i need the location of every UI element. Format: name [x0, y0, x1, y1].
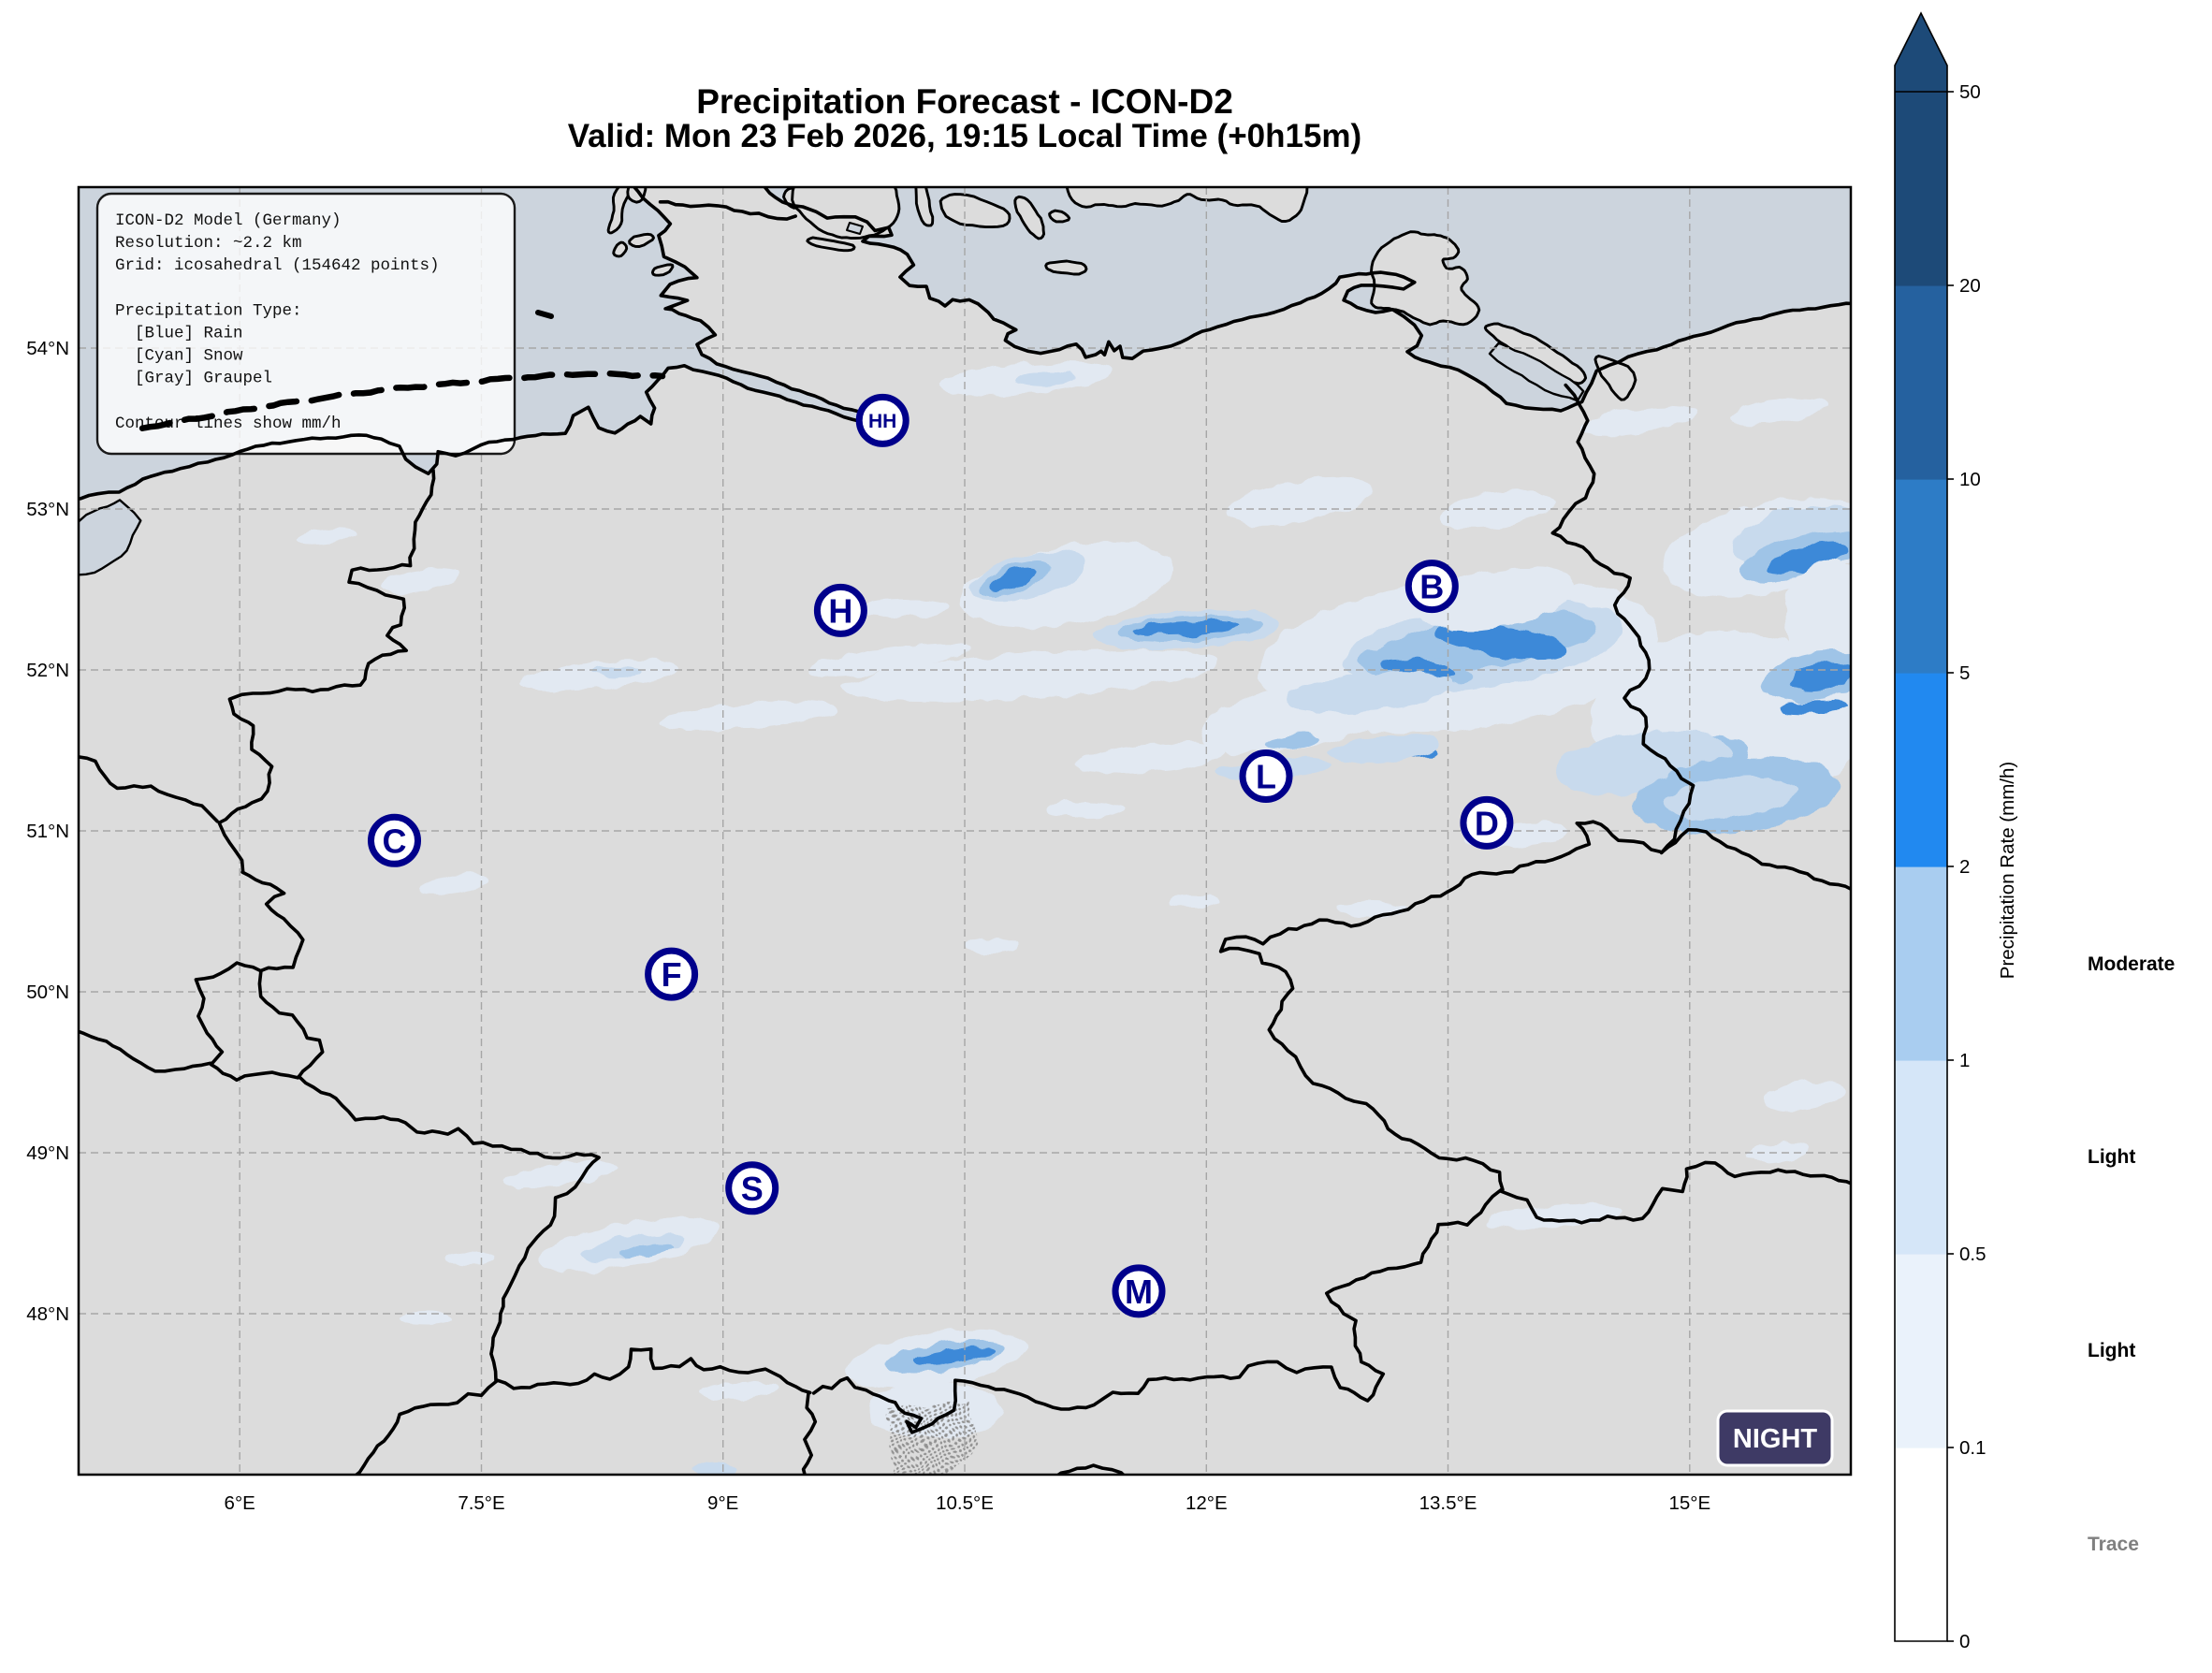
- svg-text:Contour lines show mm/h: Contour lines show mm/h: [115, 415, 342, 433]
- svg-text:Trace: Trace: [2088, 1534, 2139, 1555]
- svg-text:51°N: 51°N: [26, 821, 69, 842]
- svg-text:52°N: 52°N: [26, 660, 69, 681]
- svg-text:20: 20: [1959, 275, 1981, 297]
- svg-text:0: 0: [1959, 1631, 1970, 1652]
- svg-text:12°E: 12°E: [1186, 1492, 1228, 1514]
- svg-text:0.1: 0.1: [1959, 1437, 1986, 1459]
- svg-text:Moderate: Moderate: [2088, 953, 2175, 975]
- svg-text:54°N: 54°N: [26, 338, 69, 359]
- svg-text:S: S: [741, 1170, 764, 1208]
- svg-text:9°E: 9°E: [707, 1492, 738, 1514]
- svg-text:2: 2: [1959, 856, 1970, 878]
- svg-text:NIGHT: NIGHT: [1733, 1424, 1818, 1454]
- svg-text:F: F: [662, 955, 682, 994]
- svg-text:C: C: [383, 822, 407, 860]
- svg-text:10: 10: [1959, 469, 1981, 490]
- svg-text:Light: Light: [2088, 1146, 2135, 1168]
- svg-text:Precipitation Type:: Precipitation Type:: [115, 301, 302, 320]
- svg-text:Precipitation Forecast - ICON-: Precipitation Forecast - ICON-D2: [696, 82, 1233, 121]
- svg-text:53°N: 53°N: [26, 499, 69, 520]
- svg-text:13.5°E: 13.5°E: [1419, 1492, 1477, 1514]
- svg-text:48°N: 48°N: [26, 1303, 69, 1325]
- svg-text:50°N: 50°N: [26, 982, 69, 1003]
- svg-text:B: B: [1419, 568, 1444, 606]
- svg-text:0.5: 0.5: [1959, 1244, 1986, 1265]
- svg-text:15°E: 15°E: [1668, 1492, 1710, 1514]
- svg-text:1: 1: [1959, 1050, 1970, 1071]
- svg-text:49°N: 49°N: [26, 1142, 69, 1164]
- svg-text:Resolution: ~2.2 km: Resolution: ~2.2 km: [115, 234, 302, 253]
- svg-text:Grid: icosahedral (154642 poin: Grid: icosahedral (154642 points): [115, 256, 440, 275]
- svg-text:Valid: Mon 23 Feb 2026, 19:15: Valid: Mon 23 Feb 2026, 19:15 Local Time…: [568, 118, 1361, 154]
- svg-text:Precipitation Rate (mm/h): Precipitation Rate (mm/h): [1997, 762, 2018, 979]
- svg-text:H: H: [828, 591, 852, 630]
- svg-text:Light: Light: [2088, 1340, 2135, 1361]
- svg-text:[Gray] Graupel: [Gray] Graupel: [115, 370, 272, 388]
- svg-text:ICON-D2 Model (Germany): ICON-D2 Model (Germany): [115, 211, 342, 230]
- svg-text:D: D: [1475, 804, 1499, 842]
- svg-text:M: M: [1125, 1273, 1153, 1311]
- svg-text:50: 50: [1959, 81, 1981, 103]
- svg-text:[Cyan] Snow: [Cyan] Snow: [115, 347, 243, 366]
- svg-text:L: L: [1256, 758, 1276, 796]
- svg-text:[Blue] Rain: [Blue] Rain: [115, 325, 243, 343]
- svg-text:10.5°E: 10.5°E: [936, 1492, 994, 1514]
- svg-text:6°E: 6°E: [225, 1492, 255, 1514]
- svg-text:HH: HH: [868, 411, 896, 432]
- svg-text:7.5°E: 7.5°E: [458, 1492, 504, 1514]
- svg-text:5: 5: [1959, 662, 1970, 684]
